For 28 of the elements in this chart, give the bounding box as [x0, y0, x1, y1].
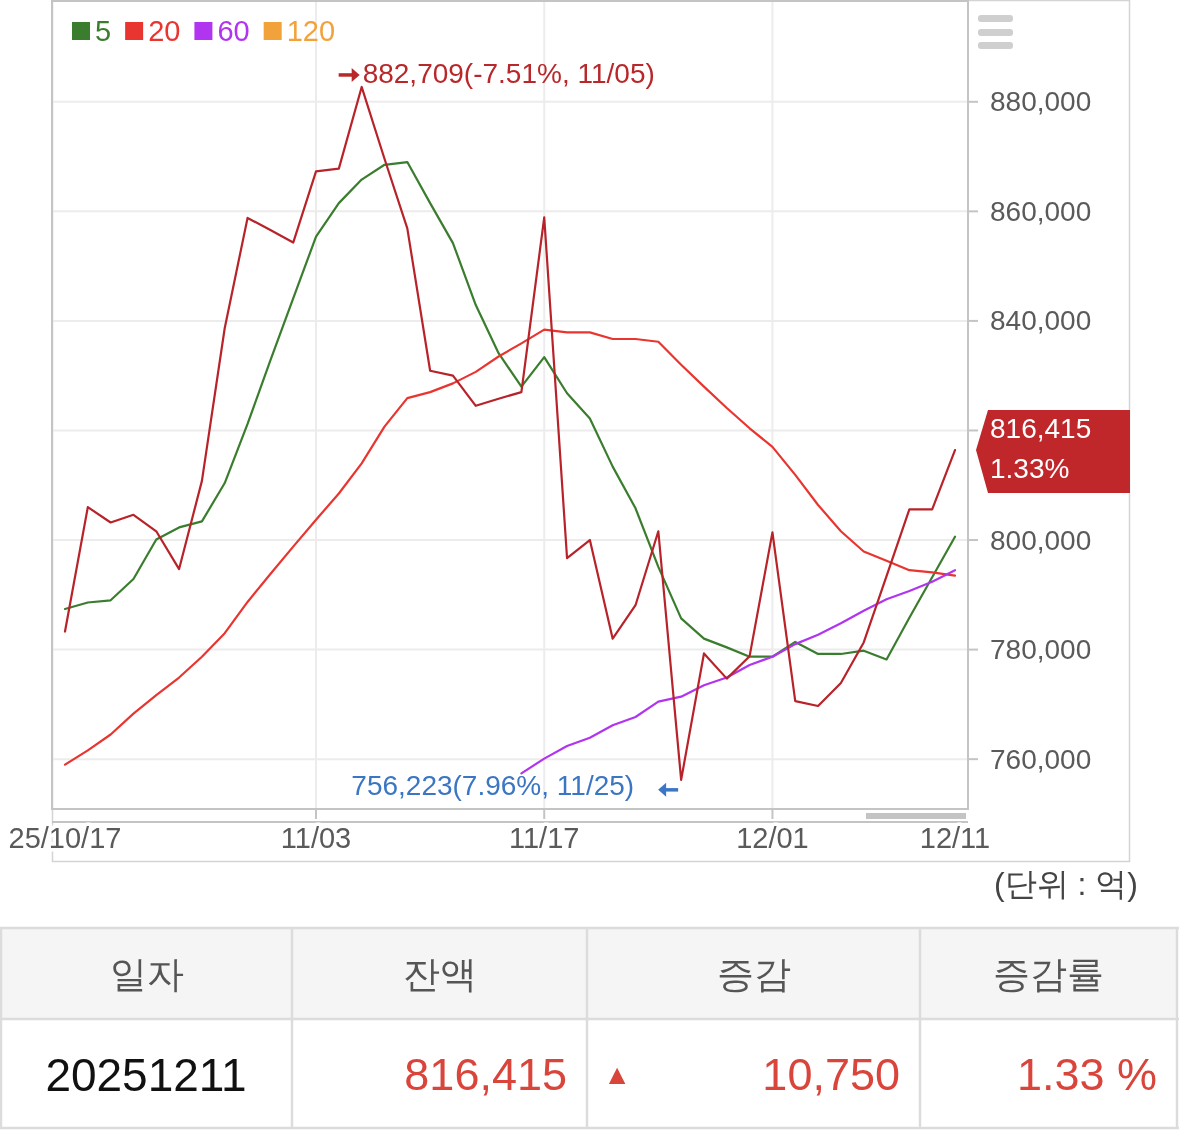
- annotation: 882,709(-7.51%, 11/05): [362, 58, 655, 90]
- x-tick-label: 25/10/17: [8, 822, 122, 854]
- text: 잔액: [402, 954, 477, 995]
- text: 816,415: [404, 1049, 567, 1100]
- annotation: 756,223(7.96%, 11/25): [351, 770, 635, 802]
- y-tick-label: 880,000: [990, 86, 1092, 118]
- text: ▲: [603, 1059, 631, 1090]
- text: 증감률: [993, 954, 1104, 995]
- y-tick-label: 800,000: [990, 524, 1092, 556]
- legend-label: 20: [148, 15, 181, 47]
- legend-label: 120: [286, 15, 336, 47]
- y-tick-label: 780,000: [990, 634, 1092, 666]
- value-tag: 816,415 1.33%: [976, 410, 1130, 494]
- text: (단위 : 억): [994, 866, 1138, 902]
- x-tick-label: 11/17: [509, 822, 580, 854]
- y-tick-label: 860,000: [990, 195, 1092, 227]
- legend-label: 5: [95, 15, 112, 47]
- y-tick-label: 760,000: [990, 743, 1092, 775]
- text: 일자: [109, 954, 184, 995]
- text: 10,750: [762, 1049, 900, 1100]
- x-tick-label: 12/11: [919, 822, 991, 854]
- text: 20251211: [45, 1048, 247, 1101]
- text: 증감: [716, 954, 791, 995]
- x-tick-label: 11/03: [280, 822, 352, 854]
- x-tick-label: 12/01: [736, 822, 809, 854]
- text: 1.33 %: [1016, 1049, 1157, 1100]
- y-tick-label: 840,000: [990, 305, 1092, 337]
- legend-label: 60: [217, 15, 250, 47]
